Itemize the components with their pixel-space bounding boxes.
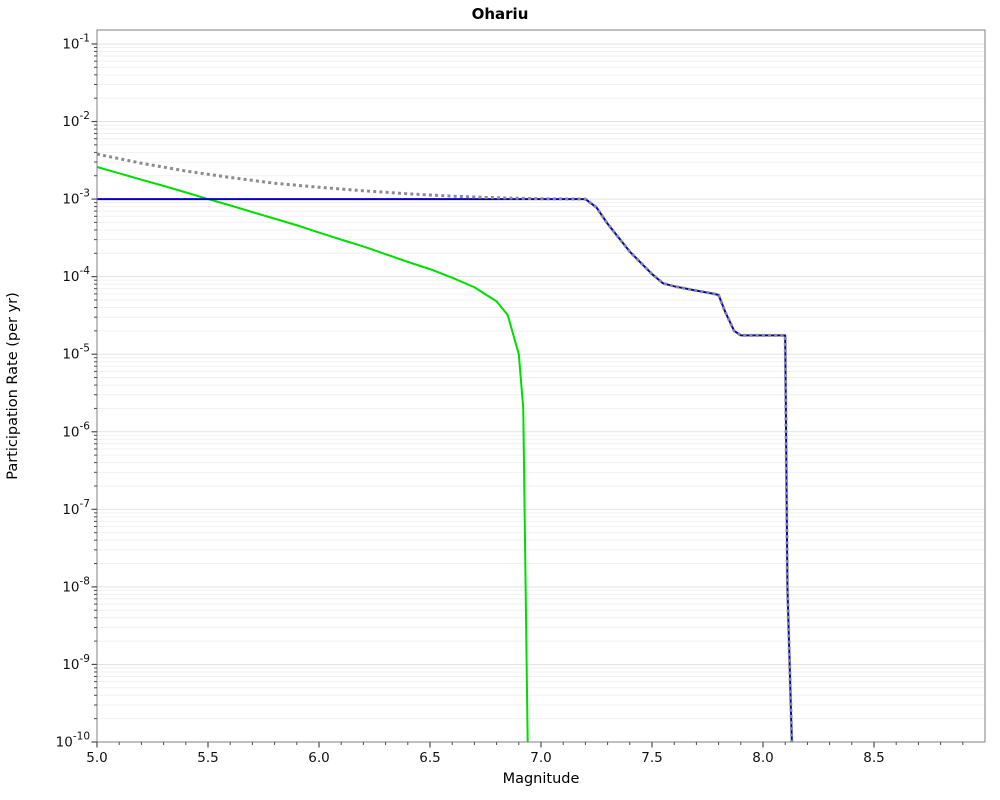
x-tick-label: 6.5 (419, 750, 440, 766)
x-tick-labels: 5.0 5.5 6.0 6.5 7.0 7.5 8.0 8.5 (86, 750, 884, 766)
green-solid-line (97, 165, 529, 742)
chart-title: Ohariu (472, 5, 529, 23)
y-axis-label: Participation Rate (per yr) (5, 292, 21, 480)
x-tick-label: 5.0 (86, 750, 107, 766)
x-tick-label: 5.5 (197, 750, 218, 766)
grid-lines (97, 43, 985, 720)
x-tick-label: 7.5 (641, 750, 662, 766)
x-tick-label: 7.0 (530, 750, 551, 766)
data-series (97, 152, 794, 742)
x-axis-label: Magnitude (503, 771, 580, 787)
x-tick-label: 8.0 (752, 750, 773, 766)
gray-dotted-line (97, 152, 794, 742)
x-tick-label: 6.0 (308, 750, 329, 766)
axis-ticks (91, 43, 964, 748)
x-tick-label: 8.5 (863, 750, 884, 766)
